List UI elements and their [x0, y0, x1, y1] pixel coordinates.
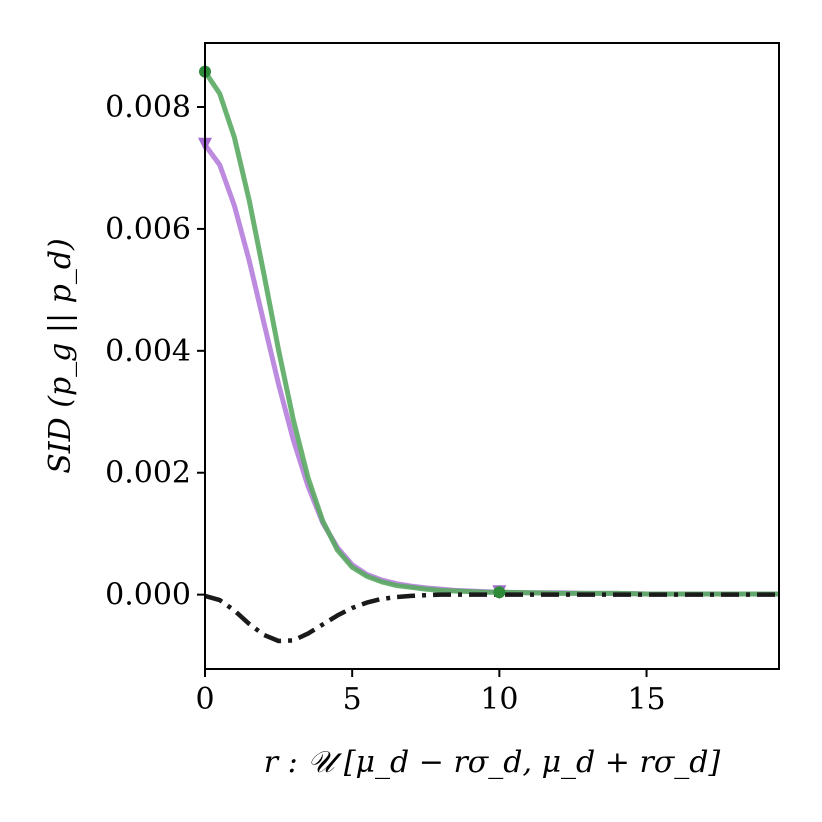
y-tick-label: 0.006 [105, 212, 191, 247]
y-tick-label: 0.004 [105, 334, 191, 369]
y-tick-label: 0.000 [105, 578, 191, 613]
y-axis-ticks: 0.000 0.002 0.004 0.006 0.008 [105, 90, 205, 613]
y-tick-label: 0.002 [105, 456, 191, 491]
series-line-3 [204, 592, 779, 644]
x-axis-label: r : 𝒰 [μ_d − rσ_d, μ_d + rσ_d] [264, 745, 721, 780]
x-tick-label: 0 [195, 682, 214, 717]
x-axis-ticks: 0 5 10 15 [195, 669, 666, 717]
x-tick-label: 10 [480, 682, 518, 717]
series-line-2 [202, 70, 779, 597]
x-tick-label: 5 [343, 682, 362, 717]
marker-layer [198, 65, 507, 600]
series-marker-2 [493, 586, 506, 599]
y-axis-label: SID (p_g || p_d) [43, 238, 78, 474]
plot-frame [204, 42, 780, 670]
y-tick-label: 0.008 [105, 90, 191, 125]
series-layer [202, 70, 779, 644]
x-tick-label: 15 [627, 682, 665, 717]
series-line-1 [202, 143, 779, 597]
